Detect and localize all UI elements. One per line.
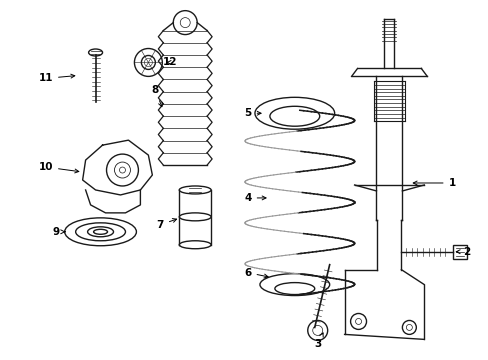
Text: 9: 9 <box>52 227 65 237</box>
Text: 8: 8 <box>151 85 162 107</box>
Text: 2: 2 <box>455 247 470 257</box>
Ellipse shape <box>93 229 107 234</box>
Ellipse shape <box>179 241 211 249</box>
Text: 3: 3 <box>313 333 323 349</box>
Text: 5: 5 <box>244 108 261 118</box>
Text: 6: 6 <box>244 267 267 278</box>
Text: 1: 1 <box>412 178 455 188</box>
Text: 4: 4 <box>244 193 265 203</box>
Text: 7: 7 <box>156 219 176 230</box>
Text: 12: 12 <box>163 58 177 67</box>
Bar <box>452 245 466 259</box>
Text: 11: 11 <box>39 73 75 84</box>
Text: 10: 10 <box>39 162 79 173</box>
